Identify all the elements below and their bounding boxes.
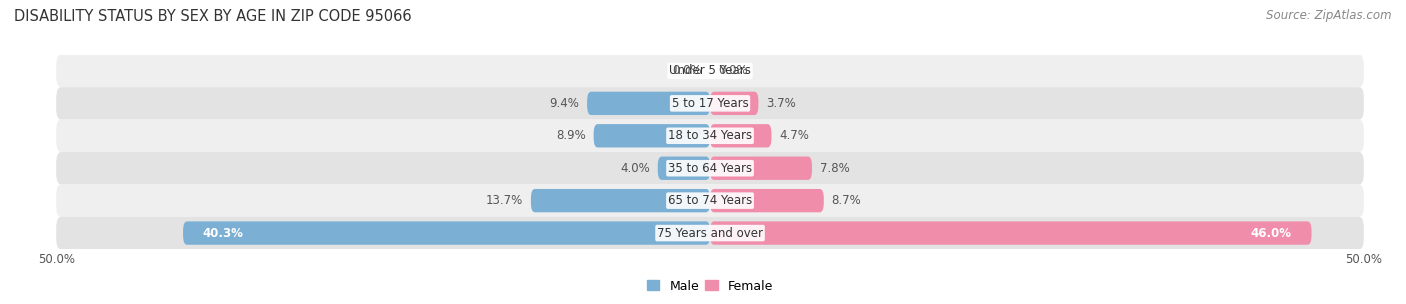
FancyBboxPatch shape	[710, 221, 1312, 245]
Text: 9.4%: 9.4%	[550, 97, 579, 110]
FancyBboxPatch shape	[531, 189, 710, 212]
Text: 18 to 34 Years: 18 to 34 Years	[668, 129, 752, 142]
Text: 4.7%: 4.7%	[779, 129, 810, 142]
Text: Under 5 Years: Under 5 Years	[669, 64, 751, 78]
FancyBboxPatch shape	[710, 124, 772, 147]
FancyBboxPatch shape	[56, 119, 1364, 152]
Text: 35 to 64 Years: 35 to 64 Years	[668, 162, 752, 175]
Text: 0.0%: 0.0%	[718, 64, 748, 78]
Text: 0.0%: 0.0%	[672, 64, 702, 78]
Text: 65 to 74 Years: 65 to 74 Years	[668, 194, 752, 207]
Text: 3.7%: 3.7%	[766, 97, 796, 110]
Text: 40.3%: 40.3%	[202, 226, 243, 240]
Text: 5 to 17 Years: 5 to 17 Years	[672, 97, 748, 110]
FancyBboxPatch shape	[710, 92, 758, 115]
Legend: Male, Female: Male, Female	[643, 275, 778, 298]
FancyBboxPatch shape	[56, 152, 1364, 185]
Text: DISABILITY STATUS BY SEX BY AGE IN ZIP CODE 95066: DISABILITY STATUS BY SEX BY AGE IN ZIP C…	[14, 9, 412, 24]
Text: 4.0%: 4.0%	[620, 162, 650, 175]
Text: 13.7%: 13.7%	[486, 194, 523, 207]
FancyBboxPatch shape	[183, 221, 710, 245]
FancyBboxPatch shape	[56, 217, 1364, 249]
FancyBboxPatch shape	[593, 124, 710, 147]
Text: Source: ZipAtlas.com: Source: ZipAtlas.com	[1267, 9, 1392, 22]
Text: 75 Years and over: 75 Years and over	[657, 226, 763, 240]
FancyBboxPatch shape	[588, 92, 710, 115]
FancyBboxPatch shape	[56, 55, 1364, 87]
FancyBboxPatch shape	[658, 157, 710, 180]
FancyBboxPatch shape	[710, 157, 813, 180]
Text: 7.8%: 7.8%	[820, 162, 849, 175]
FancyBboxPatch shape	[710, 189, 824, 212]
Text: 46.0%: 46.0%	[1251, 226, 1292, 240]
FancyBboxPatch shape	[56, 185, 1364, 217]
FancyBboxPatch shape	[56, 87, 1364, 119]
Text: 8.9%: 8.9%	[555, 129, 586, 142]
Text: 8.7%: 8.7%	[831, 194, 862, 207]
